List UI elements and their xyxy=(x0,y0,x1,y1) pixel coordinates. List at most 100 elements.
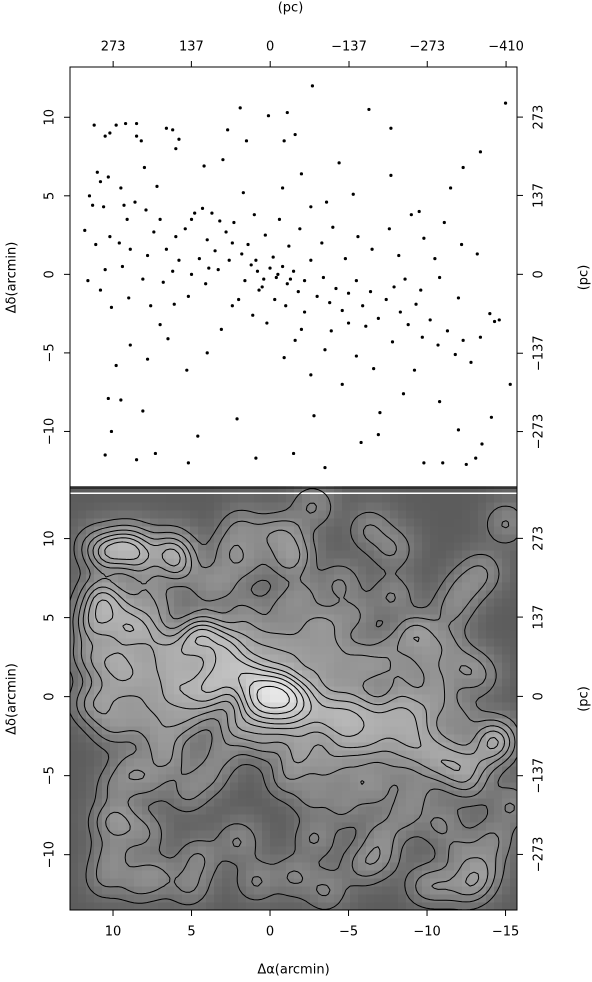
density-cell xyxy=(182,822,191,831)
density-cell xyxy=(302,654,311,663)
density-cell xyxy=(214,806,223,815)
density-cell xyxy=(350,614,359,623)
density-cell xyxy=(446,694,455,703)
density-cell xyxy=(198,486,207,493)
density-cell xyxy=(134,870,143,879)
density-cell xyxy=(510,742,518,751)
density-cell xyxy=(214,846,223,855)
density-cell xyxy=(414,590,423,599)
density-cell xyxy=(182,494,191,503)
density-cell xyxy=(142,558,151,567)
density-cell xyxy=(174,638,183,647)
density-cell xyxy=(430,782,439,791)
density-cell xyxy=(278,518,287,527)
density-cell xyxy=(222,606,231,615)
density-cell xyxy=(334,534,343,543)
density-cell xyxy=(134,622,143,631)
density-cell xyxy=(134,670,143,679)
density-cell xyxy=(374,830,383,839)
density-cell xyxy=(342,774,351,783)
density-cell xyxy=(142,854,151,863)
density-cell xyxy=(438,518,447,527)
density-cell xyxy=(310,750,319,759)
density-cell xyxy=(190,782,199,791)
density-cell xyxy=(286,782,295,791)
density-cell xyxy=(478,558,487,567)
density-cell xyxy=(478,534,487,543)
density-cell xyxy=(446,806,455,815)
density-cell xyxy=(190,574,199,583)
y2-tick-label: −273 xyxy=(532,414,547,450)
density-cell xyxy=(166,630,175,639)
density-cell xyxy=(414,878,423,887)
density-cell xyxy=(478,646,487,655)
density-cell xyxy=(286,486,295,493)
density-cell xyxy=(350,806,359,815)
density-cell xyxy=(462,590,471,599)
density-cell xyxy=(502,686,511,695)
density-cell xyxy=(118,494,127,503)
x-tick-label: 5 xyxy=(187,925,195,940)
density-cell xyxy=(310,590,319,599)
density-cell xyxy=(110,630,119,639)
density-cell xyxy=(438,774,447,783)
density-cell xyxy=(486,662,495,671)
density-cell xyxy=(358,542,367,551)
density-cell xyxy=(510,566,518,575)
density-cell xyxy=(262,614,271,623)
density-cell xyxy=(70,566,79,575)
density-cell xyxy=(510,886,518,895)
density-cell xyxy=(446,622,455,631)
density-cell xyxy=(134,878,143,887)
density-cell xyxy=(110,510,119,519)
density-cell xyxy=(358,854,367,863)
density-cell xyxy=(142,790,151,799)
density-cell xyxy=(286,750,295,759)
x2-tick-label: −273 xyxy=(409,40,445,55)
density-cell xyxy=(302,782,311,791)
density-cell xyxy=(222,862,231,871)
density-cell xyxy=(222,718,231,727)
density-cell xyxy=(334,614,343,623)
density-cell xyxy=(470,726,479,735)
point xyxy=(497,318,501,322)
density-cell xyxy=(310,830,319,839)
density-cell xyxy=(270,558,279,567)
density-cell xyxy=(94,790,103,799)
density-cell xyxy=(86,702,95,711)
density-cell xyxy=(310,558,319,567)
density-cell xyxy=(206,790,215,799)
density-cell xyxy=(446,510,455,519)
point xyxy=(291,451,296,456)
density-cell xyxy=(286,734,295,743)
density-cell xyxy=(462,526,471,535)
point xyxy=(123,121,128,126)
density-cell xyxy=(422,646,431,655)
density-cell xyxy=(334,622,343,631)
density-cell xyxy=(462,718,471,727)
density-cell xyxy=(70,790,79,799)
density-cell xyxy=(134,838,143,847)
density-cell xyxy=(310,726,319,735)
density-cell xyxy=(158,606,167,615)
density-cell xyxy=(238,846,247,855)
density-cell xyxy=(110,870,119,879)
density-cell xyxy=(478,622,487,631)
density-cell xyxy=(270,878,279,887)
density-cell xyxy=(342,654,351,663)
density-cell xyxy=(454,534,463,543)
density-cell xyxy=(326,582,335,591)
density-cell xyxy=(254,854,263,863)
density-cell xyxy=(142,494,151,503)
density-cell xyxy=(462,638,471,647)
density-cell xyxy=(166,718,175,727)
density-cell xyxy=(294,670,303,679)
point xyxy=(299,327,304,331)
density-cell xyxy=(342,670,351,679)
density-cell xyxy=(318,830,327,839)
density-cell xyxy=(190,494,199,503)
density-cell xyxy=(286,862,295,871)
point xyxy=(252,213,256,217)
density-cell xyxy=(510,574,518,583)
density-cell xyxy=(270,582,279,591)
